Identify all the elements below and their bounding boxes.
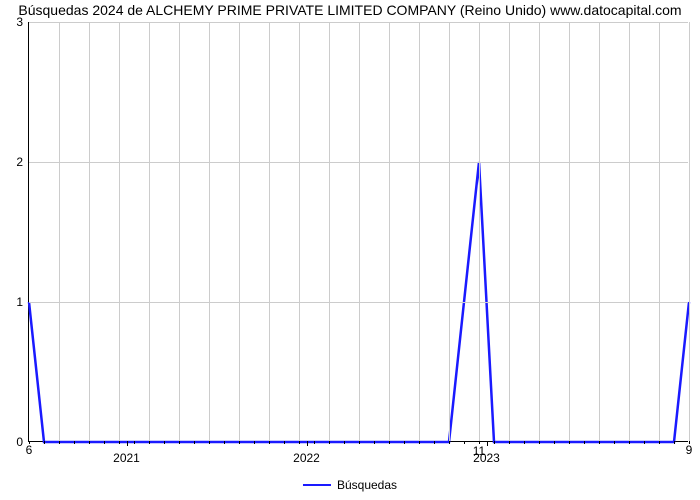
x-minor-tick [644,441,645,444]
x-minor-tick [524,441,525,444]
x-minor-tick [74,441,75,444]
x-minor-tick [314,441,315,444]
x-minor-tick [449,441,450,444]
x-tick-label: 2021 [113,451,140,465]
y-tick-label: 3 [16,15,23,29]
x-minor-tick [134,441,135,444]
x-minor-tick [374,441,375,444]
y-tick-label: 1 [16,295,23,309]
x-minor-tick [359,441,360,444]
y-tick-label: 0 [16,435,23,449]
gridline-v [569,22,570,441]
x-minor-tick [404,441,405,444]
chart-title: Búsquedas 2024 de ALCHEMY PRIME PRIVATE … [0,2,700,18]
x-minor-tick [209,441,210,444]
gridline-v [629,22,630,441]
x-edge-label: 6 [26,443,33,457]
gridline-v [449,22,450,441]
x-minor-tick [59,441,60,444]
x-minor-tick [164,441,165,444]
x-minor-tick [584,441,585,444]
gridline-v [329,22,330,441]
gridline-v [239,22,240,441]
x-minor-tick [269,441,270,444]
x-edge-label: 9 [686,443,693,457]
chart-container: Búsquedas 2024 de ALCHEMY PRIME PRIVATE … [0,0,700,500]
gridline-v [179,22,180,441]
gridline-v [509,22,510,441]
plot-area: 01232021202220236911 [28,22,688,442]
point-label: 11 [473,444,485,458]
gridline-v [599,22,600,441]
x-minor-tick [104,441,105,444]
gridline-v [479,22,480,441]
x-minor-tick [629,441,630,444]
gridline-v [119,22,120,441]
gridline-v [59,22,60,441]
x-minor-tick [194,441,195,444]
x-minor-tick [509,441,510,444]
gridline-v [389,22,390,441]
x-minor-tick [614,441,615,444]
gridline-v [299,22,300,441]
gridline-v [419,22,420,441]
gridline-v [89,22,90,441]
x-minor-tick [419,441,420,444]
gridline-v [659,22,660,441]
x-minor-tick [239,441,240,444]
x-minor-tick [329,441,330,444]
x-major-tick [127,441,128,446]
x-minor-tick [464,441,465,444]
x-minor-tick [284,441,285,444]
x-minor-tick [569,441,570,444]
x-minor-tick [389,441,390,444]
x-minor-tick [224,441,225,444]
gridline-v [209,22,210,441]
gridline-v [149,22,150,441]
x-minor-tick [149,441,150,444]
gridline-v [269,22,270,441]
x-minor-tick [44,441,45,444]
x-minor-tick [494,441,495,444]
x-minor-tick [539,441,540,444]
x-minor-tick [674,441,675,444]
x-major-tick [487,441,488,446]
x-minor-tick [254,441,255,444]
y-tick-label: 2 [16,155,23,169]
gridline-v [359,22,360,441]
legend-label: Búsquedas [337,478,397,492]
x-minor-tick [299,441,300,444]
x-minor-tick [179,441,180,444]
x-minor-tick [554,441,555,444]
legend-swatch [303,484,331,486]
x-minor-tick [119,441,120,444]
legend: Búsquedas [303,478,397,492]
x-major-tick [307,441,308,446]
x-minor-tick [659,441,660,444]
gridline-v [539,22,540,441]
x-minor-tick [434,441,435,444]
gridline-v [689,22,690,441]
x-minor-tick [344,441,345,444]
x-minor-tick [599,441,600,444]
x-minor-tick [89,441,90,444]
x-tick-label: 2022 [293,451,320,465]
